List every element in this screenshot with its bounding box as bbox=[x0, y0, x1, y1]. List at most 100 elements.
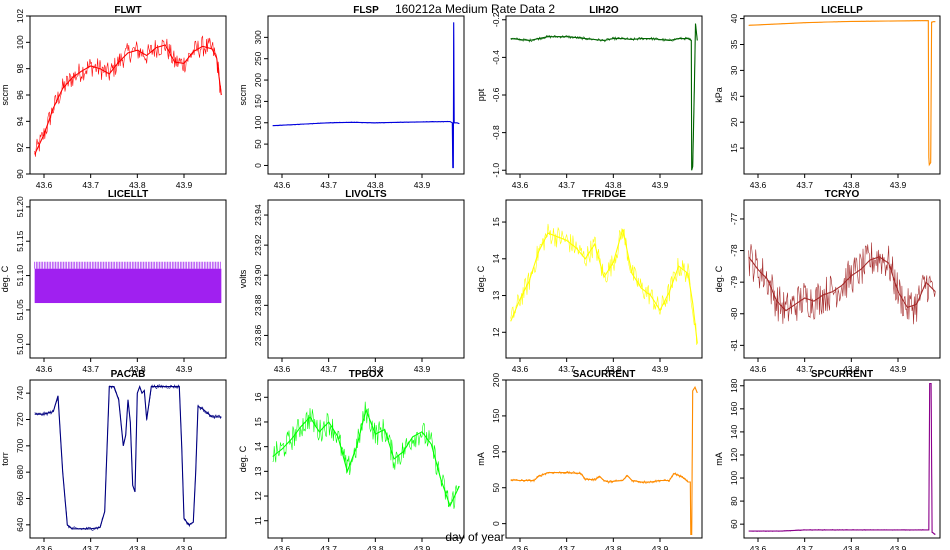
plot-frame-pacab bbox=[29, 379, 227, 539]
panel-tpbox: TPBOX deg. C 43.6 43.7 43.8 43.9 11 12 13 14 15 16 bbox=[238, 369, 465, 550]
x-tick-label: 43.9 bbox=[176, 364, 193, 374]
x-tick-label: 43.6 bbox=[512, 544, 529, 550]
y-tick-label: 12 bbox=[491, 327, 501, 337]
series-trace-flwt bbox=[34, 35, 222, 157]
x-tick-label: 43.7 bbox=[796, 364, 813, 374]
y-tick-label: 51.10 bbox=[15, 265, 25, 287]
x-tick-label: 43.6 bbox=[750, 544, 767, 550]
y-axis-label-licellt: deg. C bbox=[0, 265, 10, 292]
series-trace-tcryo bbox=[748, 242, 936, 325]
y-tick-label: 200 bbox=[253, 73, 263, 87]
y-tick-label: 23.92 bbox=[253, 234, 263, 256]
x-tick-label: 43.9 bbox=[652, 544, 669, 550]
y-tick-label: 23.86 bbox=[253, 325, 263, 347]
y-tick-label: 0 bbox=[253, 163, 263, 168]
series-trace-tpbox bbox=[272, 401, 460, 509]
x-tick-label: 43.8 bbox=[605, 544, 622, 550]
panel-title-tcryo: TCRYO bbox=[825, 189, 860, 200]
panel-tcryo: TCRYO deg. C 43.6 43.7 43.8 43.9 -81 -80 -79 -78 -… bbox=[714, 189, 941, 374]
y-tick-label: 40 bbox=[729, 14, 739, 24]
series-line-tpbox bbox=[272, 407, 460, 508]
x-tick-label: 43.9 bbox=[652, 364, 669, 374]
x-tick-label: 43.7 bbox=[796, 180, 813, 190]
x-tick-label: 43.7 bbox=[796, 544, 813, 550]
y-tick-label: 14 bbox=[491, 254, 501, 264]
panel-livolts: LIVOLTS volts 43.6 43.7 43.8 43.9 23.86 23.88 23… bbox=[238, 189, 465, 374]
x-tick-label: 43.8 bbox=[605, 364, 622, 374]
y-tick-label: 15 bbox=[491, 217, 501, 227]
plot-frame-livolts bbox=[267, 199, 465, 359]
x-tick-label: 43.6 bbox=[512, 180, 529, 190]
x-tick-label: 43.7 bbox=[320, 364, 337, 374]
x-tick-label: 43.7 bbox=[558, 364, 575, 374]
x-tick-label: 43.6 bbox=[750, 364, 767, 374]
y-axis-label-spcurrent: mA bbox=[714, 452, 724, 466]
y-tick-label: 13 bbox=[253, 466, 263, 476]
y-tick-label: 51.15 bbox=[15, 230, 25, 252]
panel-flsp: FLSP sccm 43.6 43.7 43.8 43.9 0 50 100 150 200 250 3… bbox=[238, 5, 465, 190]
plot-frame-tcryo bbox=[743, 199, 941, 359]
series-trace-spcurrent bbox=[748, 383, 936, 535]
y-tick-label: 11 bbox=[253, 516, 263, 525]
x-tick-label: 43.7 bbox=[82, 180, 99, 190]
y-tick-label: 50 bbox=[491, 483, 501, 493]
x-tick-label: 43.8 bbox=[843, 364, 860, 374]
y-axis-label-pacab: torr bbox=[0, 452, 10, 466]
panel-spcurrent: SPCURRENT mA 43.6 43.7 43.8 43.9 60 80 100 120 140… bbox=[714, 369, 941, 550]
series-line-lih2o bbox=[510, 23, 698, 171]
panel-title-tfridge: TFRIDGE bbox=[582, 189, 626, 200]
y-tick-label: 23.94 bbox=[253, 204, 263, 226]
y-tick-label: 102 bbox=[15, 9, 25, 23]
panel-title-livolts: LIVOLTS bbox=[345, 189, 387, 200]
y-tick-label: 12 bbox=[253, 491, 263, 501]
y-tick-label: 100 bbox=[491, 444, 501, 458]
series-line-spcurrent bbox=[748, 382, 936, 535]
x-tick-label: 43.9 bbox=[890, 544, 907, 550]
y-tick-label: 20 bbox=[729, 117, 739, 127]
y-tick-label: 98 bbox=[15, 64, 25, 74]
y-tick-label: 160 bbox=[729, 401, 739, 415]
plot-frame-flwt bbox=[29, 15, 227, 175]
y-tick-label: 150 bbox=[491, 409, 501, 423]
y-tick-label: 16 bbox=[253, 392, 263, 402]
y-axis-label-sacurrent: mA bbox=[476, 452, 486, 466]
y-tick-label: 80 bbox=[729, 496, 739, 506]
y-axis-label-lih2o: ppt bbox=[476, 88, 486, 101]
panel-title-pacab: PACAB bbox=[111, 369, 146, 380]
x-axis-label: day of year bbox=[445, 530, 505, 544]
y-tick-label: -80 bbox=[729, 307, 739, 320]
x-tick-label: 43.8 bbox=[129, 364, 146, 374]
x-tick-label: 43.9 bbox=[890, 364, 907, 374]
y-tick-label: -77 bbox=[729, 213, 739, 226]
data-band-ticks-licellt bbox=[34, 261, 221, 269]
y-tick-label: -0.6 bbox=[491, 87, 501, 102]
series-trace-flsp bbox=[272, 22, 460, 168]
y-tick-label: 740 bbox=[15, 386, 25, 400]
y-axis-label-tpbox: deg. C bbox=[238, 445, 248, 472]
y-tick-label: 14 bbox=[253, 442, 263, 452]
y-tick-label: 92 bbox=[15, 143, 25, 153]
x-tick-label: 43.8 bbox=[843, 544, 860, 550]
y-tick-label: 30 bbox=[729, 65, 739, 75]
y-tick-label: 50 bbox=[253, 139, 263, 149]
y-tick-label: -0.4 bbox=[491, 50, 501, 65]
panel-title-licellt: LICELLT bbox=[108, 189, 148, 200]
panel-tfridge: TFRIDGE deg. C 43.6 43.7 43.8 43.9 12 13 14 15 bbox=[476, 189, 703, 374]
x-tick-label: 43.6 bbox=[36, 364, 53, 374]
y-axis-label-flsp: sccm bbox=[238, 85, 248, 106]
plot-frame-licellt bbox=[29, 199, 227, 359]
y-tick-label: 35 bbox=[729, 39, 739, 49]
series-line-flwt bbox=[34, 44, 222, 155]
x-tick-label: 43.7 bbox=[82, 544, 99, 550]
x-tick-label: 43.8 bbox=[367, 544, 384, 550]
y-tick-label: 96 bbox=[15, 90, 25, 100]
x-tick-label: 43.8 bbox=[129, 180, 146, 190]
y-tick-label: -81 bbox=[729, 339, 739, 352]
y-tick-label: -79 bbox=[729, 276, 739, 289]
panel-flwt: FLWT sccm 43.6 43.7 43.8 43.9 90 92 94 96 98 100 102 bbox=[0, 5, 227, 190]
plot-frame-spcurrent bbox=[743, 379, 941, 539]
y-tick-label: 680 bbox=[15, 465, 25, 479]
y-tick-label: 100 bbox=[15, 35, 25, 49]
series-trace-pacab bbox=[34, 384, 222, 531]
